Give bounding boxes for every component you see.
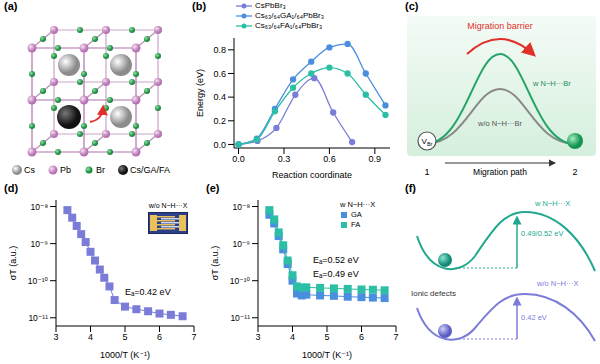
svg-text:0.49/0.52 eV: 0.49/0.52 eV bbox=[521, 229, 564, 238]
svg-text:7: 7 bbox=[393, 332, 398, 342]
svg-text:0.42 eV: 0.42 eV bbox=[521, 313, 547, 322]
svg-text:5: 5 bbox=[324, 332, 329, 342]
html-text:Eₐ=0.42 eV: Eₐ=0.42 eV bbox=[125, 287, 171, 297]
svg-text:0.0: 0.0 bbox=[232, 154, 245, 164]
svg-text:5: 5 bbox=[122, 332, 127, 342]
svg-text:0.6: 0.6 bbox=[323, 154, 336, 164]
svg-text:Reaction coordinate: Reaction coordinate bbox=[272, 170, 352, 180]
svg-text:1000/T (K⁻¹): 1000/T (K⁻¹) bbox=[302, 350, 352, 360]
svg-text:0.0: 0.0 bbox=[213, 140, 226, 150]
svg-text:10⁻⁹: 10⁻⁹ bbox=[232, 239, 250, 249]
svg-text:4: 4 bbox=[290, 332, 295, 342]
svg-text:10⁻⁸: 10⁻⁸ bbox=[30, 202, 48, 212]
svg-text:10⁻⁸: 10⁻⁸ bbox=[232, 202, 250, 212]
svg-text:10⁻¹¹: 10⁻¹¹ bbox=[230, 313, 250, 323]
svg-text:Migration barrier: Migration barrier bbox=[467, 21, 533, 31]
svg-text:6: 6 bbox=[359, 332, 364, 342]
svg-text:0.2: 0.2 bbox=[213, 116, 226, 126]
svg-text:VBr: VBr bbox=[422, 137, 433, 147]
svg-text:0.9: 0.9 bbox=[369, 154, 382, 164]
svg-text:0.8: 0.8 bbox=[213, 45, 226, 55]
svg-text:4: 4 bbox=[88, 332, 93, 342]
html-text:Eₐ=0.52 eV: Eₐ=0.52 eV bbox=[313, 255, 359, 265]
html-text:(f): (f) bbox=[405, 182, 416, 194]
svg-text:0.4: 0.4 bbox=[213, 92, 226, 102]
html-text:Cs₆₃/₆₄FA₁/₆₄PbBr₃: Cs₆₃/₆₄FA₁/₆₄PbBr₃ bbox=[255, 21, 323, 30]
svg-text:0.3: 0.3 bbox=[278, 154, 291, 164]
svg-text:10⁻¹⁰: 10⁻¹⁰ bbox=[28, 276, 49, 286]
html-text:w/o N−H···X: w/o N−H···X bbox=[148, 202, 188, 209]
html-text:(b): (b) bbox=[192, 0, 206, 12]
html-text:Eₐ=0.49 eV: Eₐ=0.49 eV bbox=[313, 269, 359, 279]
svg-text:w/o N−H···Br: w/o N−H···Br bbox=[477, 119, 522, 128]
html-text:w N−H···X: w N−H···X bbox=[340, 200, 376, 209]
svg-text:w/o N−H···X: w/o N−H···X bbox=[536, 279, 578, 288]
svg-text:Pb: Pb bbox=[60, 165, 71, 175]
html-text:FA: FA bbox=[351, 220, 361, 229]
svg-text:0.6: 0.6 bbox=[213, 69, 226, 79]
svg-text:1: 1 bbox=[424, 167, 429, 177]
svg-text:10⁻¹⁰: 10⁻¹⁰ bbox=[230, 276, 251, 286]
svg-text:7: 7 bbox=[191, 332, 196, 342]
html-text:(a): (a) bbox=[4, 0, 18, 12]
svg-text:σT (a.u.): σT (a.u.) bbox=[210, 246, 220, 280]
svg-text:1000/T (K⁻¹): 1000/T (K⁻¹) bbox=[100, 350, 150, 360]
svg-text:Migration path: Migration path bbox=[473, 167, 527, 177]
svg-text:σT (a.u.): σT (a.u.) bbox=[8, 246, 18, 280]
svg-text:3: 3 bbox=[53, 332, 58, 342]
html-text:GA: GA bbox=[351, 210, 362, 219]
svg-text:3: 3 bbox=[255, 332, 260, 342]
svg-text:Energy (eV): Energy (eV) bbox=[195, 69, 205, 117]
svg-text:Ionic defects: Ionic defects bbox=[411, 289, 456, 298]
svg-text:w N−H···Br: w N−H···Br bbox=[532, 79, 571, 88]
svg-text:2: 2 bbox=[572, 167, 577, 177]
svg-text:Cs: Cs bbox=[24, 165, 35, 175]
html-text:(c): (c) bbox=[405, 0, 419, 12]
svg-text:6: 6 bbox=[157, 332, 162, 342]
html-text:Cs₆₃/₆₄GA₁/₆₄PbBr₃: Cs₆₃/₆₄GA₁/₆₄PbBr₃ bbox=[255, 11, 324, 20]
svg-text:10⁻¹¹: 10⁻¹¹ bbox=[28, 313, 48, 323]
svg-text:10⁻⁹: 10⁻⁹ bbox=[30, 239, 48, 249]
html-text:(e): (e) bbox=[206, 182, 220, 194]
html-text:CsPbBr₃: CsPbBr₃ bbox=[255, 1, 286, 10]
svg-text:w N−H···X: w N−H···X bbox=[534, 199, 570, 208]
html-text:(d): (d) bbox=[4, 182, 18, 194]
svg-text:Cs/GA/FA: Cs/GA/FA bbox=[130, 165, 170, 175]
svg-text:Br: Br bbox=[96, 165, 105, 175]
